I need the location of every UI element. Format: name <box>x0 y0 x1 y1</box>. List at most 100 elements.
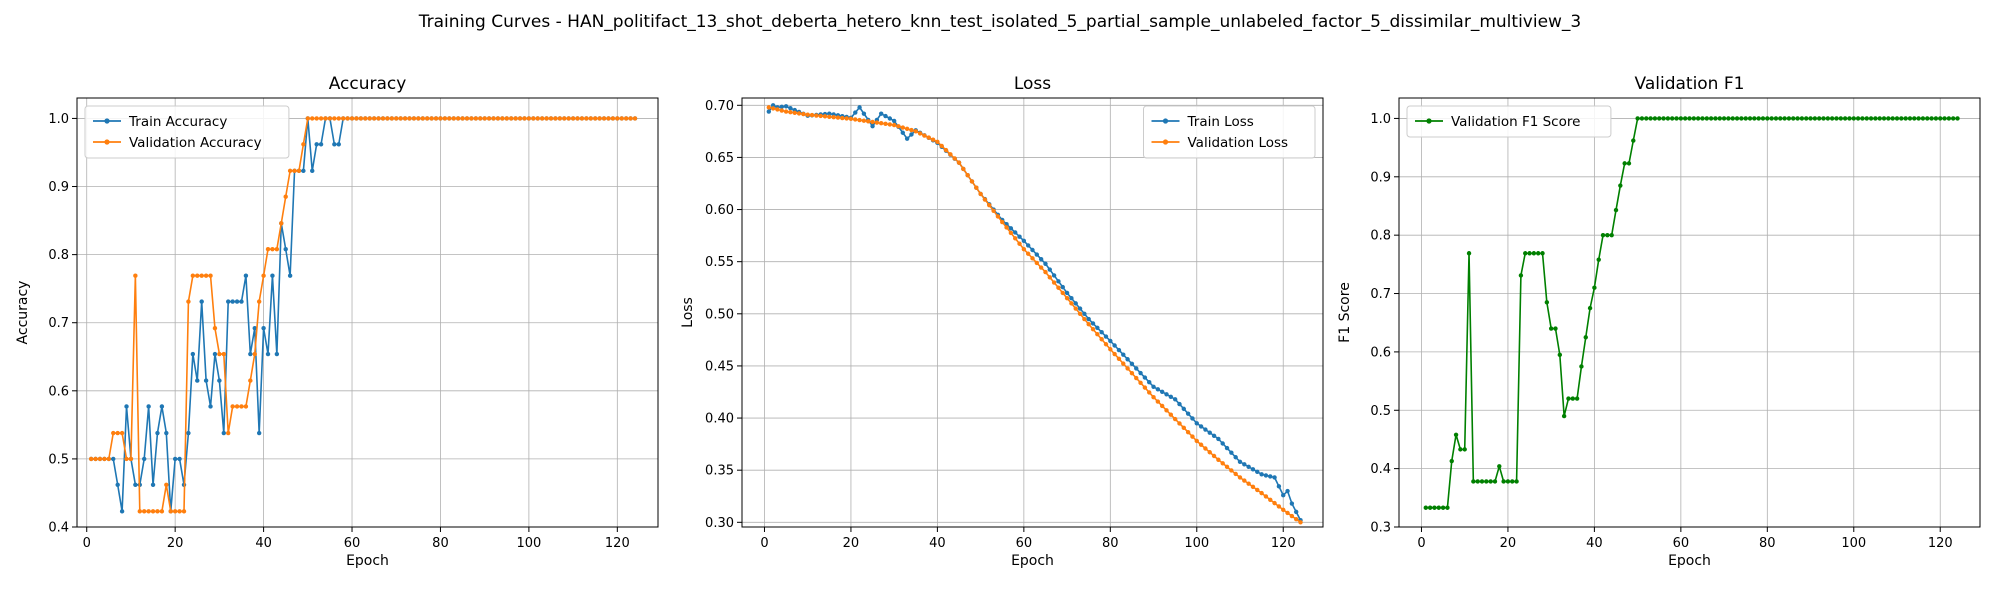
data-point <box>991 208 996 214</box>
data-point <box>195 378 200 383</box>
y-tick-label: 0.5 <box>48 452 69 467</box>
panel-title: Accuracy <box>329 74 407 94</box>
data-point <box>1652 116 1658 121</box>
data-point <box>332 142 337 147</box>
data-point <box>1168 412 1174 417</box>
data-point <box>1670 116 1675 121</box>
data-point <box>948 152 953 157</box>
data-point <box>486 116 492 121</box>
data-point <box>562 116 567 121</box>
data-point <box>792 110 797 116</box>
data-point <box>965 172 970 178</box>
data-point <box>186 299 191 304</box>
data-point <box>345 116 350 121</box>
data-point <box>870 119 875 125</box>
data-point <box>1838 116 1844 121</box>
data-point <box>1510 479 1515 484</box>
data-point <box>1730 116 1735 121</box>
data-point <box>766 105 772 110</box>
data-point <box>394 116 399 121</box>
data-point <box>230 404 235 409</box>
data-point <box>1929 116 1934 121</box>
x-tick-label: 80 <box>1102 536 1119 551</box>
data-point <box>619 116 624 121</box>
data-point <box>349 116 355 121</box>
data-point <box>1177 421 1182 426</box>
legend-marker <box>1162 118 1169 124</box>
data-point <box>1255 487 1260 493</box>
data-point <box>199 273 204 278</box>
data-point <box>230 299 235 304</box>
data-point <box>1194 438 1199 444</box>
data-point <box>111 430 116 436</box>
y-tick-label: 0.60 <box>705 203 734 218</box>
data-point <box>956 160 962 165</box>
data-point <box>831 114 836 120</box>
data-point <box>1769 116 1774 121</box>
data-point <box>389 116 395 121</box>
data-point <box>1877 116 1882 121</box>
data-point <box>1825 116 1831 121</box>
data-point <box>1518 273 1524 278</box>
data-point <box>416 116 421 121</box>
data-point <box>1492 479 1498 484</box>
data-point <box>1051 280 1057 285</box>
data-point <box>1159 403 1165 409</box>
data-point <box>482 116 487 121</box>
data-point <box>1466 251 1472 256</box>
data-point <box>442 116 448 121</box>
x-tick-label: 40 <box>929 536 946 551</box>
data-point <box>358 116 364 121</box>
data-point <box>1030 247 1035 253</box>
data-point <box>367 116 372 121</box>
data-point <box>301 142 306 147</box>
data-point <box>407 116 412 121</box>
data-point <box>1229 450 1234 455</box>
data-point <box>1082 316 1087 322</box>
data-point <box>930 137 936 142</box>
data-point <box>1103 334 1109 339</box>
data-point <box>1164 408 1169 413</box>
data-point <box>1147 379 1152 385</box>
x-tick-label: 100 <box>1184 536 1209 551</box>
data-point <box>1086 322 1091 327</box>
data-point <box>904 136 910 141</box>
data-point <box>1112 343 1117 348</box>
data-point <box>1782 116 1787 121</box>
data-point <box>1242 478 1247 483</box>
data-point <box>1056 285 1061 290</box>
data-point <box>283 194 288 199</box>
data-point <box>226 430 231 436</box>
data-point <box>1155 399 1161 404</box>
data-point <box>840 115 845 121</box>
data-point <box>292 168 297 174</box>
data-point <box>1064 295 1070 301</box>
data-point <box>243 404 249 409</box>
data-point <box>548 116 554 121</box>
data-point <box>354 116 359 121</box>
data-point <box>796 111 802 116</box>
data-point <box>1030 256 1035 261</box>
data-point <box>133 482 138 487</box>
y-tick-label: 0.9 <box>1370 170 1391 185</box>
data-point <box>1501 479 1506 484</box>
data-point <box>1043 261 1048 266</box>
data-point <box>1592 285 1597 290</box>
data-point <box>226 299 231 304</box>
data-point <box>1873 116 1878 121</box>
data-point <box>1704 116 1709 121</box>
data-point <box>208 273 213 278</box>
data-point <box>982 197 988 202</box>
data-point <box>1864 116 1869 121</box>
data-point <box>265 351 271 357</box>
data-point <box>1453 432 1459 437</box>
axes-frame <box>741 97 1324 528</box>
data-point <box>1181 425 1187 431</box>
data-point <box>827 114 832 119</box>
data-point <box>1708 116 1714 121</box>
data-point <box>1051 273 1057 278</box>
data-point <box>1095 332 1100 337</box>
data-point <box>1665 116 1671 121</box>
x-tick-label: 40 <box>255 536 272 551</box>
data-point <box>1077 311 1083 317</box>
